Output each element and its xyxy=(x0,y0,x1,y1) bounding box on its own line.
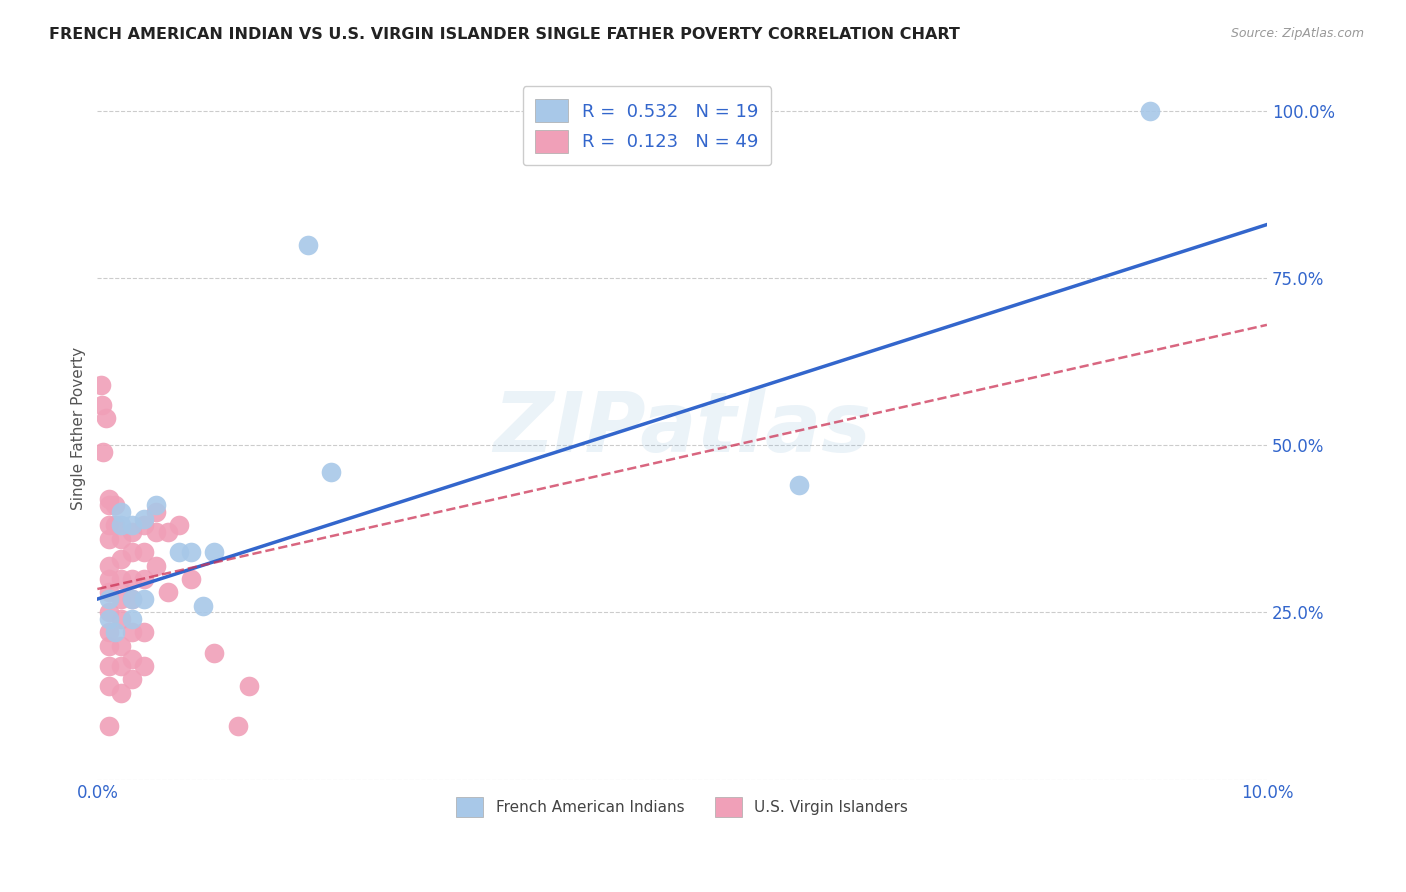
Point xyxy=(121,518,143,533)
Point xyxy=(110,552,132,566)
Point xyxy=(134,625,156,640)
Point xyxy=(191,599,214,613)
Point xyxy=(110,592,132,607)
Point xyxy=(98,499,121,513)
Point xyxy=(156,585,179,599)
Point xyxy=(98,592,121,607)
Point xyxy=(104,499,127,513)
Point xyxy=(110,532,132,546)
Point xyxy=(98,639,121,653)
Y-axis label: Single Father Poverty: Single Father Poverty xyxy=(72,347,86,510)
Point xyxy=(180,572,202,586)
Point xyxy=(98,518,121,533)
Point xyxy=(121,592,143,607)
Text: FRENCH AMERICAN INDIAN VS U.S. VIRGIN ISLANDER SINGLE FATHER POVERTY CORRELATION: FRENCH AMERICAN INDIAN VS U.S. VIRGIN IS… xyxy=(49,27,960,42)
Point xyxy=(104,518,127,533)
Point xyxy=(321,465,343,479)
Point xyxy=(238,679,260,693)
Point xyxy=(121,545,143,559)
Point xyxy=(110,686,132,700)
Point xyxy=(156,525,179,540)
Point xyxy=(134,512,156,526)
Point xyxy=(134,592,156,607)
Point xyxy=(134,572,156,586)
Point xyxy=(91,398,114,412)
Legend: French American Indians, U.S. Virgin Islanders: French American Indians, U.S. Virgin Isl… xyxy=(449,789,917,824)
Point xyxy=(787,478,810,492)
Point xyxy=(121,525,143,540)
Point xyxy=(134,659,156,673)
Point xyxy=(98,606,121,620)
Point xyxy=(145,499,167,513)
Point xyxy=(98,659,121,673)
Point xyxy=(145,505,167,519)
Point xyxy=(180,545,202,559)
Point xyxy=(98,585,121,599)
Text: ZIPatlas: ZIPatlas xyxy=(494,388,872,469)
Point xyxy=(121,625,143,640)
Point xyxy=(98,572,121,586)
Point xyxy=(297,237,319,252)
Point xyxy=(98,532,121,546)
Point xyxy=(94,411,117,425)
Point xyxy=(145,525,167,540)
Point xyxy=(145,558,167,573)
Point xyxy=(98,719,121,733)
Point xyxy=(98,612,121,626)
Point xyxy=(202,545,225,559)
Point xyxy=(110,518,132,533)
Point xyxy=(110,639,132,653)
Point xyxy=(121,592,143,607)
Point xyxy=(91,445,114,459)
Point xyxy=(167,545,190,559)
Point xyxy=(110,659,132,673)
Point xyxy=(167,518,190,533)
Point xyxy=(98,491,121,506)
Point xyxy=(202,646,225,660)
Point xyxy=(121,572,143,586)
Point xyxy=(226,719,249,733)
Point xyxy=(110,572,132,586)
Point xyxy=(104,625,127,640)
Point xyxy=(98,679,121,693)
Point xyxy=(90,378,112,392)
Point xyxy=(134,518,156,533)
Point xyxy=(110,612,132,626)
Point xyxy=(134,545,156,559)
Point xyxy=(121,612,143,626)
Point xyxy=(98,625,121,640)
Point xyxy=(98,558,121,573)
Point xyxy=(121,652,143,666)
Point xyxy=(121,673,143,687)
Point xyxy=(110,505,132,519)
Point xyxy=(1139,103,1161,118)
Text: Source: ZipAtlas.com: Source: ZipAtlas.com xyxy=(1230,27,1364,40)
